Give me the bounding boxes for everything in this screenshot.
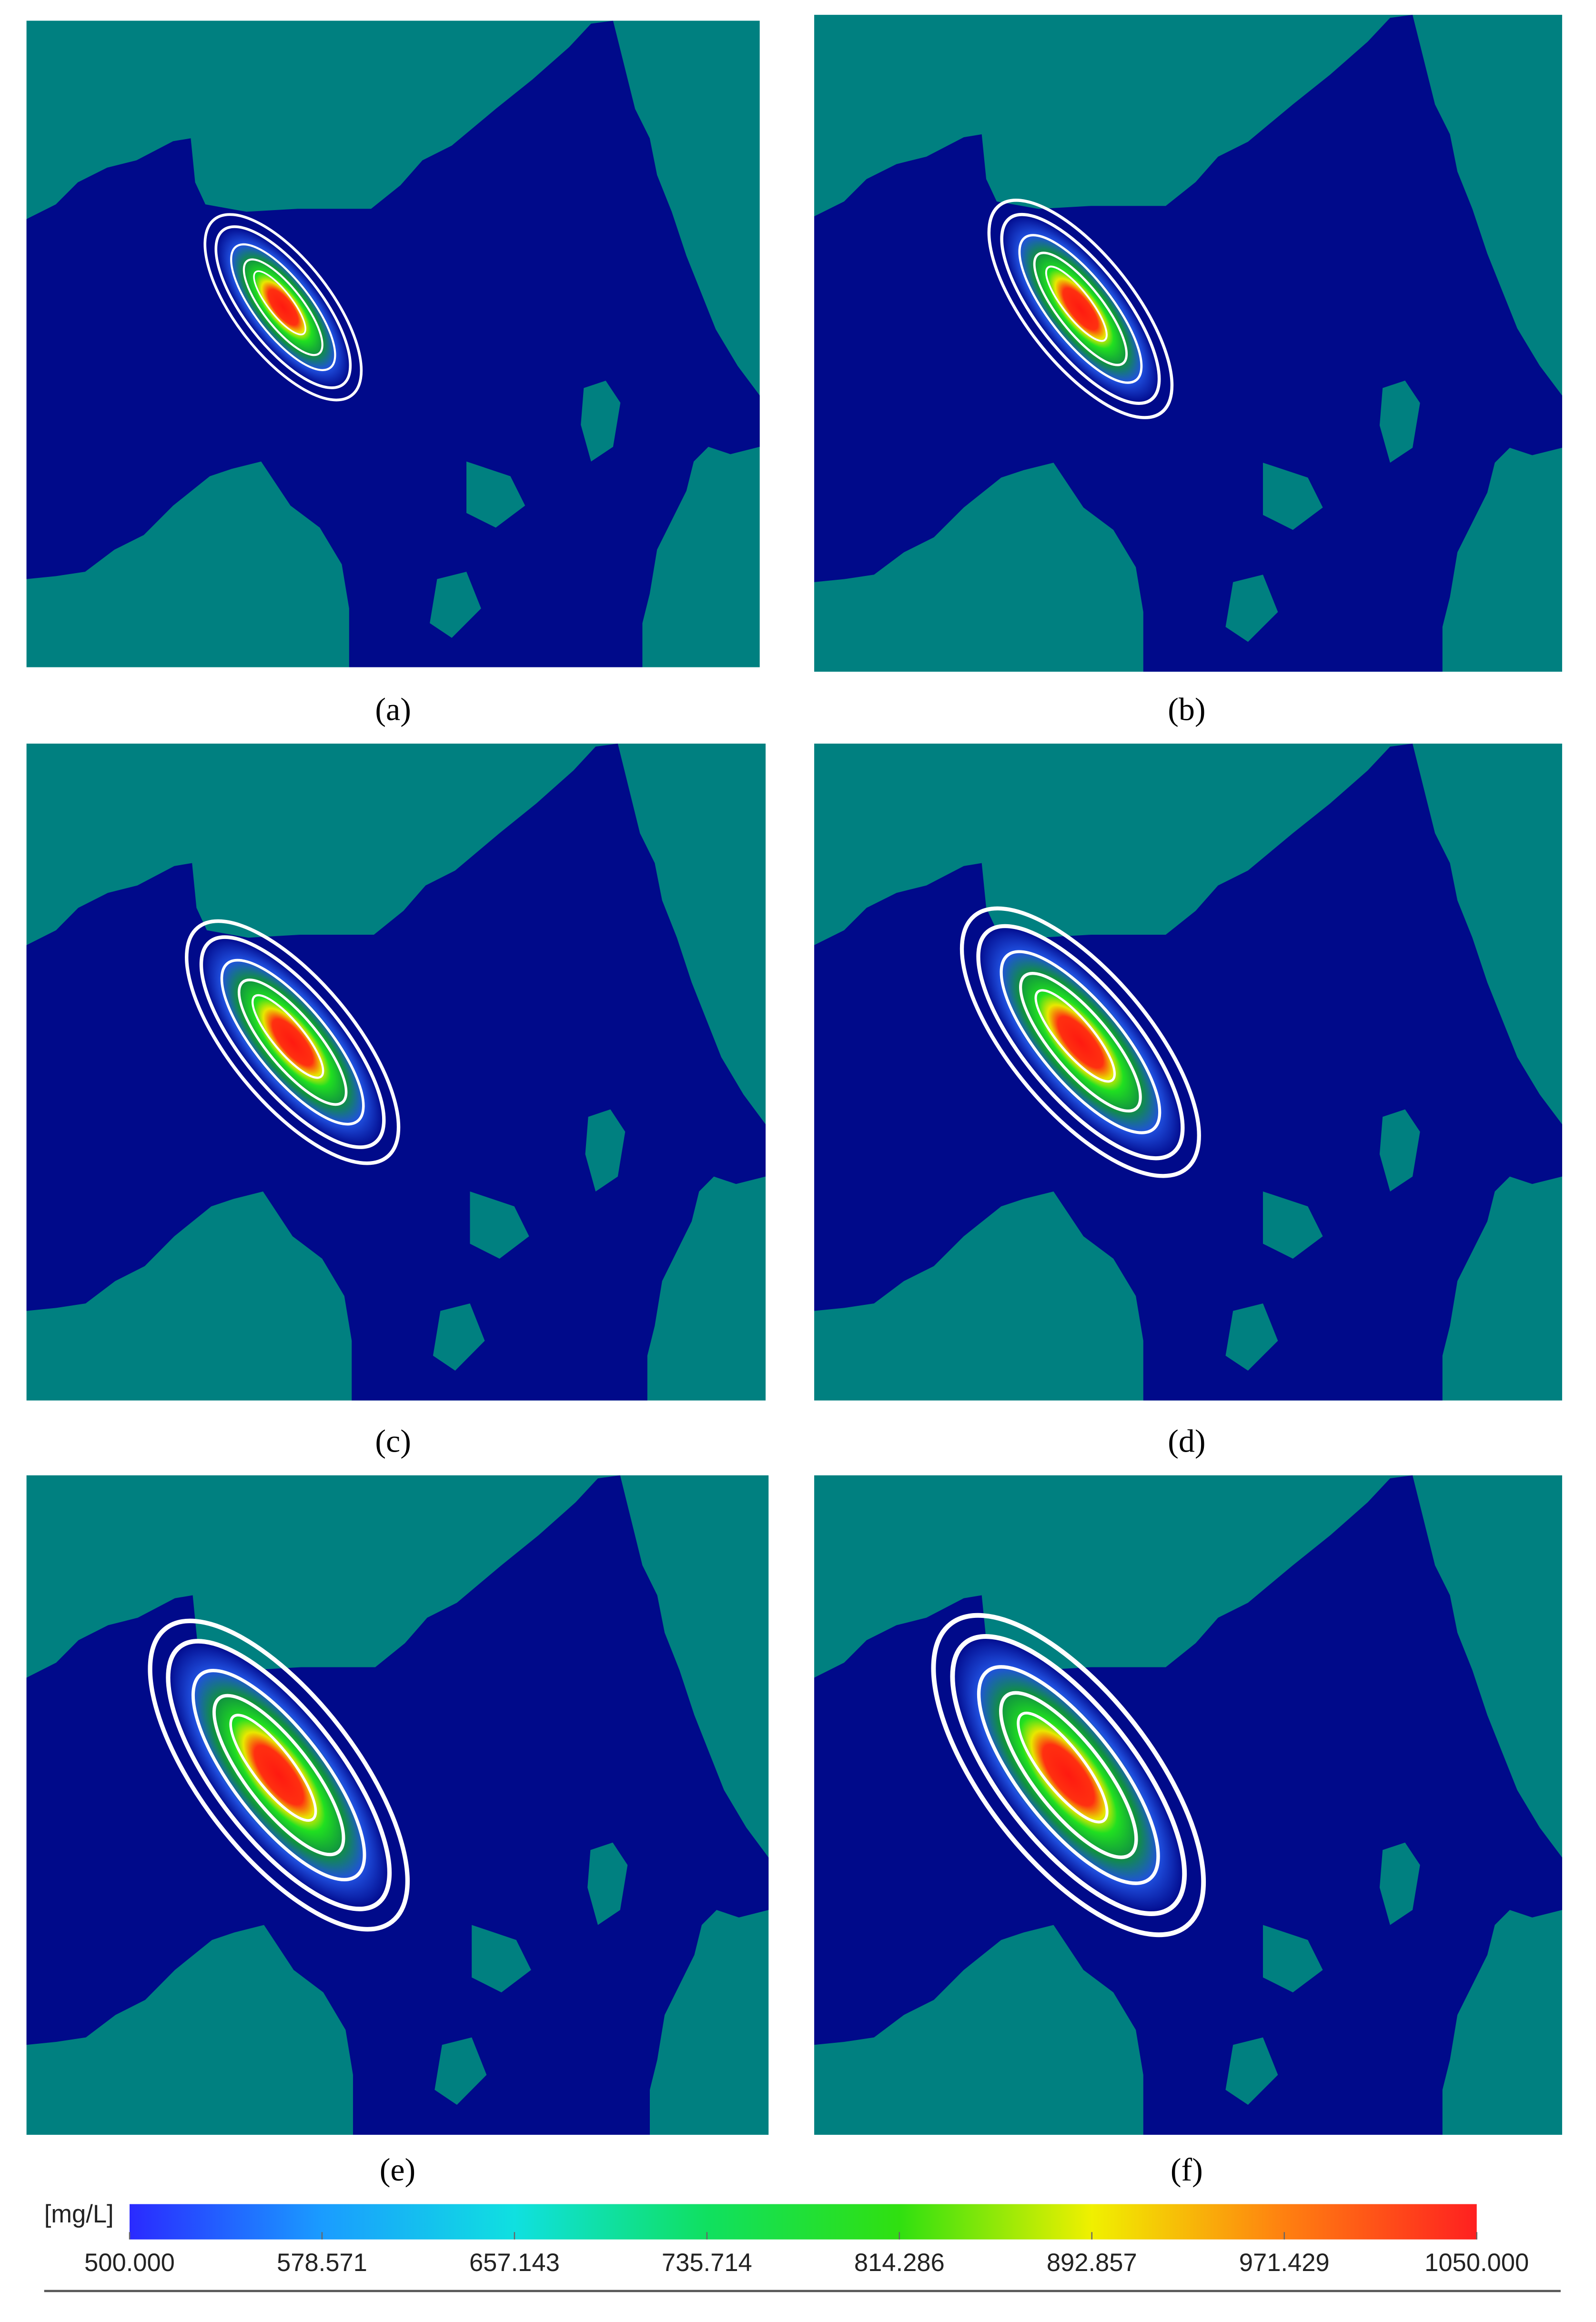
panel-c (26, 743, 766, 1401)
colorbar-tick-label: 578.571 (277, 2249, 367, 2277)
colorbar-tick-label: 814.286 (854, 2249, 945, 2277)
panel-d (814, 743, 1562, 1401)
panel-label: (c) (375, 1423, 411, 1459)
panel-label: (b) (1168, 691, 1205, 727)
colorbar-tick-label: 892.857 (1047, 2249, 1137, 2277)
panel-e (26, 1475, 769, 2135)
colorbar-tick-label: 971.429 (1239, 2249, 1330, 2277)
panel-label: (e) (380, 2151, 415, 2188)
panel-label: (f) (1171, 2151, 1203, 2188)
colorbar-tick-label: 735.714 (662, 2249, 752, 2277)
colorbar-tick-label: 657.143 (469, 2249, 560, 2277)
panel-label: (a) (375, 691, 411, 727)
colorbar-tick-label: 1050.000 (1424, 2249, 1529, 2277)
colorbar (129, 2204, 1477, 2240)
panel-a (26, 20, 760, 667)
colorbar-tick-label: 500.000 (84, 2249, 175, 2277)
panel-label: (d) (1168, 1423, 1205, 1459)
colorbar-unit: [mg/L] (44, 2200, 114, 2228)
panel-f (814, 1475, 1562, 2135)
panel-b (814, 15, 1562, 672)
